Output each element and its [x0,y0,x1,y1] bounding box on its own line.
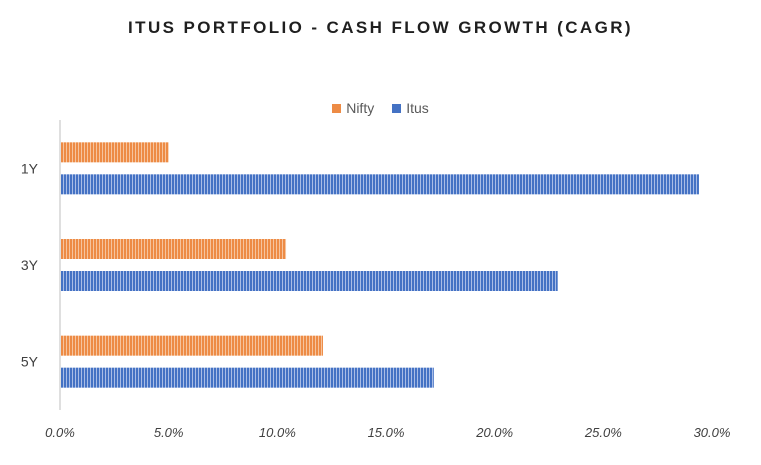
bar-nifty-3y [61,239,287,259]
bar-nifty-5y [61,335,323,356]
x-tick-label: 5.0% [154,425,184,440]
x-tick-label: 15.0% [368,425,405,440]
legend-item-itus: Itus [392,100,429,116]
x-tick-label: 10.0% [259,425,296,440]
legend-label-nifty: Nifty [346,100,375,116]
legend-label-itus: Itus [406,100,429,116]
x-tick-label: 0.0% [45,425,75,440]
bar-nifty-1y [61,142,169,163]
category-label-1y: 1Y [21,160,39,176]
bar-itus-1y [61,174,699,195]
legend-swatch-nifty [332,103,342,113]
x-tick-label: 20.0% [475,425,513,440]
category-label-5y: 5Y [21,354,39,370]
bar-itus-5y [61,367,434,388]
plot-area: 1Y 3Y 5Y 0.0% 5.0% 10.0% 15.0% 20.0% 25.0% 30.0% [21,120,731,440]
legend: Nifty Itus [0,100,761,116]
x-tick-label: 25.0% [584,425,622,440]
legend-swatch-itus [392,103,402,113]
bar-itus-3y [61,271,558,291]
x-tick-label: 30.0% [694,425,731,440]
category-label-3y: 3Y [21,257,39,273]
legend-item-nifty: Nifty [332,100,374,116]
chart-title: ITUS PORTFOLIO - CASH FLOW GROWTH (CAGR) [128,18,633,37]
